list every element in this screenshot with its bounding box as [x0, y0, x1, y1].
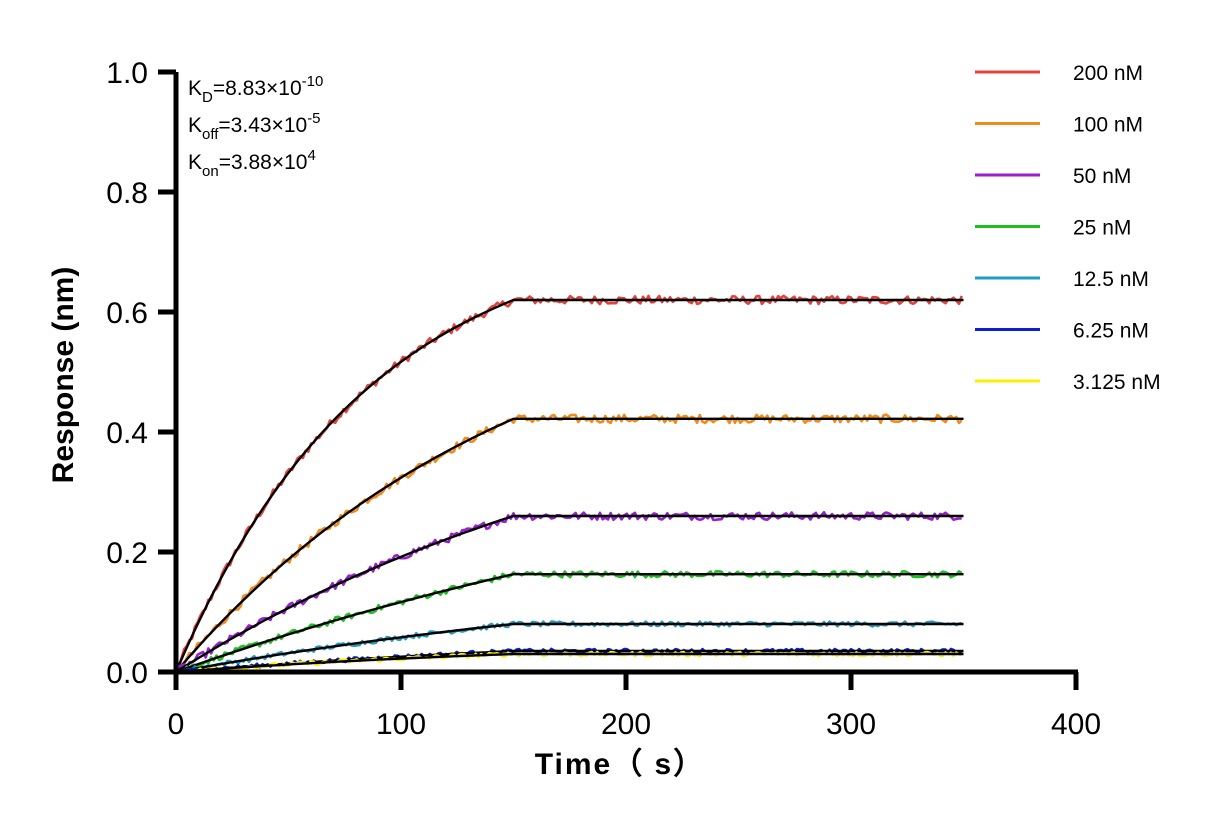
- legend-item: 6.25 nM: [975, 320, 1149, 343]
- x-tick-label: 200: [601, 708, 651, 741]
- series-3-125-nMgroup: [175, 650, 964, 675]
- y-axis-title: Response (nm): [47, 267, 80, 484]
- series-100-nMgroup: [175, 413, 964, 673]
- fit-curve: [174, 298, 964, 673]
- y-tick-label: 0.2: [106, 537, 148, 570]
- x-axis-title: Time（ s）: [535, 747, 706, 781]
- legend-item: 50 nM: [975, 165, 1131, 188]
- y-tick-label: 1.0: [106, 57, 148, 90]
- x-tick-label: 0: [168, 708, 185, 741]
- plot-area: [174, 294, 964, 675]
- legend-label: 6.25 nM: [1073, 320, 1149, 343]
- legend-label: 3.125 nM: [1073, 371, 1161, 394]
- tick-labels: 0 100 200 300 400 0.0 0.2 0.4 0.6 0.8 1.0: [106, 57, 1101, 741]
- legend-item: 12.5 nM: [975, 268, 1149, 291]
- fit-curve: [175, 622, 964, 674]
- x-tick-label: 400: [1051, 708, 1101, 741]
- y-tick-label: 0.4: [106, 417, 148, 450]
- kinetic-constants: KD=8.83×10-10 Koff=3.43×10-5 Kon=3.88×104: [188, 73, 323, 180]
- fit-curve: [175, 514, 964, 674]
- legend-item: 200 nM: [975, 62, 1143, 85]
- kinetic-constant-D: KD=8.83×10-10: [188, 73, 323, 106]
- legend-item: 100 nM: [975, 114, 1143, 137]
- series-trace: [174, 510, 962, 673]
- legend: 200 nM 100 nM 50 nM 25 nM 12.5 nM 6.25 nM 3.12…: [975, 62, 1161, 394]
- series-trace: [174, 294, 963, 672]
- y-tick-label: 0.8: [106, 177, 148, 210]
- x-tick-label: 300: [826, 708, 876, 741]
- kinetic-constant-off: Koff=3.43×10-5: [188, 110, 321, 143]
- legend-label: 25 nM: [1073, 217, 1131, 240]
- tick-marks: [158, 69, 1079, 690]
- y-tick-label: 0.0: [106, 657, 148, 690]
- series-25-nMgroup: [175, 570, 964, 674]
- fit-curve: [175, 652, 964, 674]
- legend-item: 3.125 nM: [975, 371, 1161, 394]
- x-tick-label: 100: [376, 708, 426, 741]
- series-50-nMgroup: [174, 510, 964, 674]
- series-12-5-nMgroup: [175, 620, 964, 674]
- series-200-nMgroup: [174, 294, 964, 673]
- series-trace: [175, 413, 963, 671]
- legend-item: 25 nM: [975, 217, 1131, 240]
- legend-label: 200 nM: [1073, 62, 1143, 85]
- fit-curve: [175, 573, 964, 674]
- y-tick-label: 0.6: [106, 297, 148, 330]
- legend-label: 100 nM: [1073, 114, 1143, 137]
- kinetic-constant-on: Kon=3.88×104: [188, 147, 316, 180]
- fit-curve: [175, 417, 964, 673]
- legend-label: 50 nM: [1073, 165, 1131, 188]
- legend-label: 12.5 nM: [1073, 268, 1149, 291]
